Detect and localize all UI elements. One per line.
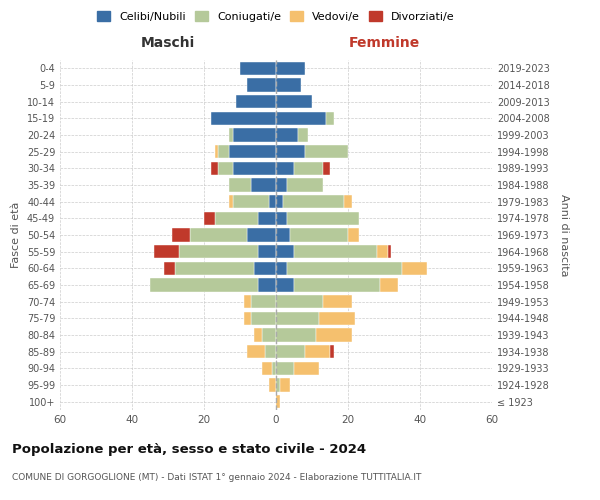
Bar	[276, 362, 294, 375]
Bar	[276, 145, 305, 158]
Bar	[229, 145, 276, 158]
Bar	[287, 178, 323, 192]
Bar	[233, 195, 269, 208]
Bar	[179, 245, 258, 258]
Bar	[276, 328, 316, 342]
Bar	[344, 195, 352, 208]
Bar	[175, 262, 254, 275]
Bar	[247, 228, 276, 241]
Bar	[276, 212, 287, 225]
Bar	[294, 245, 377, 258]
Bar	[377, 245, 388, 258]
Bar	[229, 195, 233, 208]
Bar	[276, 128, 298, 141]
Bar	[251, 178, 276, 192]
Bar	[380, 278, 398, 291]
Bar	[233, 128, 276, 141]
Bar	[305, 145, 348, 158]
Bar	[290, 228, 348, 241]
Bar	[258, 278, 276, 291]
Bar	[244, 295, 251, 308]
Bar	[236, 95, 276, 108]
Y-axis label: Fasce di età: Fasce di età	[11, 202, 21, 268]
Bar	[244, 312, 251, 325]
Bar	[348, 228, 359, 241]
Bar	[276, 162, 294, 175]
Bar	[154, 245, 179, 258]
Bar	[276, 112, 326, 125]
Bar	[294, 362, 319, 375]
Bar	[211, 162, 218, 175]
Bar	[247, 78, 276, 92]
Bar	[262, 328, 276, 342]
Bar	[294, 278, 380, 291]
Bar	[276, 395, 280, 408]
Bar	[204, 212, 215, 225]
Bar	[319, 312, 355, 325]
Bar	[283, 195, 344, 208]
Bar	[276, 295, 323, 308]
Bar	[287, 212, 359, 225]
Bar	[251, 312, 276, 325]
Bar	[218, 145, 229, 158]
Bar	[150, 278, 258, 291]
Bar	[326, 112, 334, 125]
Bar	[251, 295, 276, 308]
Bar	[276, 178, 287, 192]
Bar	[316, 328, 352, 342]
Text: Maschi: Maschi	[141, 36, 195, 50]
Bar	[215, 212, 258, 225]
Bar	[276, 345, 305, 358]
Bar	[262, 362, 272, 375]
Bar	[164, 262, 175, 275]
Y-axis label: Anni di nascita: Anni di nascita	[559, 194, 569, 276]
Text: COMUNE DI GORGOGLIONE (MT) - Dati ISTAT 1° gennaio 2024 - Elaborazione TUTTITALI: COMUNE DI GORGOGLIONE (MT) - Dati ISTAT …	[12, 472, 421, 482]
Bar	[229, 128, 233, 141]
Bar	[276, 78, 301, 92]
Bar	[218, 162, 233, 175]
Bar	[276, 278, 294, 291]
Bar	[298, 128, 308, 141]
Bar	[240, 62, 276, 75]
Bar	[215, 145, 218, 158]
Bar	[276, 195, 283, 208]
Bar	[323, 295, 352, 308]
Text: Popolazione per età, sesso e stato civile - 2024: Popolazione per età, sesso e stato civil…	[12, 442, 366, 456]
Bar	[330, 345, 334, 358]
Bar	[276, 62, 305, 75]
Bar	[294, 162, 323, 175]
Bar	[276, 378, 280, 392]
Bar	[265, 345, 276, 358]
Bar	[276, 312, 319, 325]
Bar	[247, 345, 265, 358]
Bar	[258, 245, 276, 258]
Bar	[254, 262, 276, 275]
Legend: Celibi/Nubili, Coniugati/e, Vedovi/e, Divorziati/e: Celibi/Nubili, Coniugati/e, Vedovi/e, Di…	[94, 8, 458, 25]
Bar	[276, 228, 290, 241]
Text: Femmine: Femmine	[349, 36, 419, 50]
Bar	[388, 245, 391, 258]
Bar	[254, 328, 262, 342]
Bar	[272, 362, 276, 375]
Bar	[276, 95, 312, 108]
Bar	[269, 378, 276, 392]
Bar	[280, 378, 290, 392]
Bar	[211, 112, 276, 125]
Bar	[276, 245, 294, 258]
Bar	[172, 228, 190, 241]
Bar	[229, 178, 251, 192]
Bar	[305, 345, 330, 358]
Bar	[269, 195, 276, 208]
Bar	[402, 262, 427, 275]
Bar	[276, 262, 287, 275]
Bar	[258, 212, 276, 225]
Bar	[287, 262, 402, 275]
Bar	[190, 228, 247, 241]
Bar	[323, 162, 330, 175]
Bar	[233, 162, 276, 175]
